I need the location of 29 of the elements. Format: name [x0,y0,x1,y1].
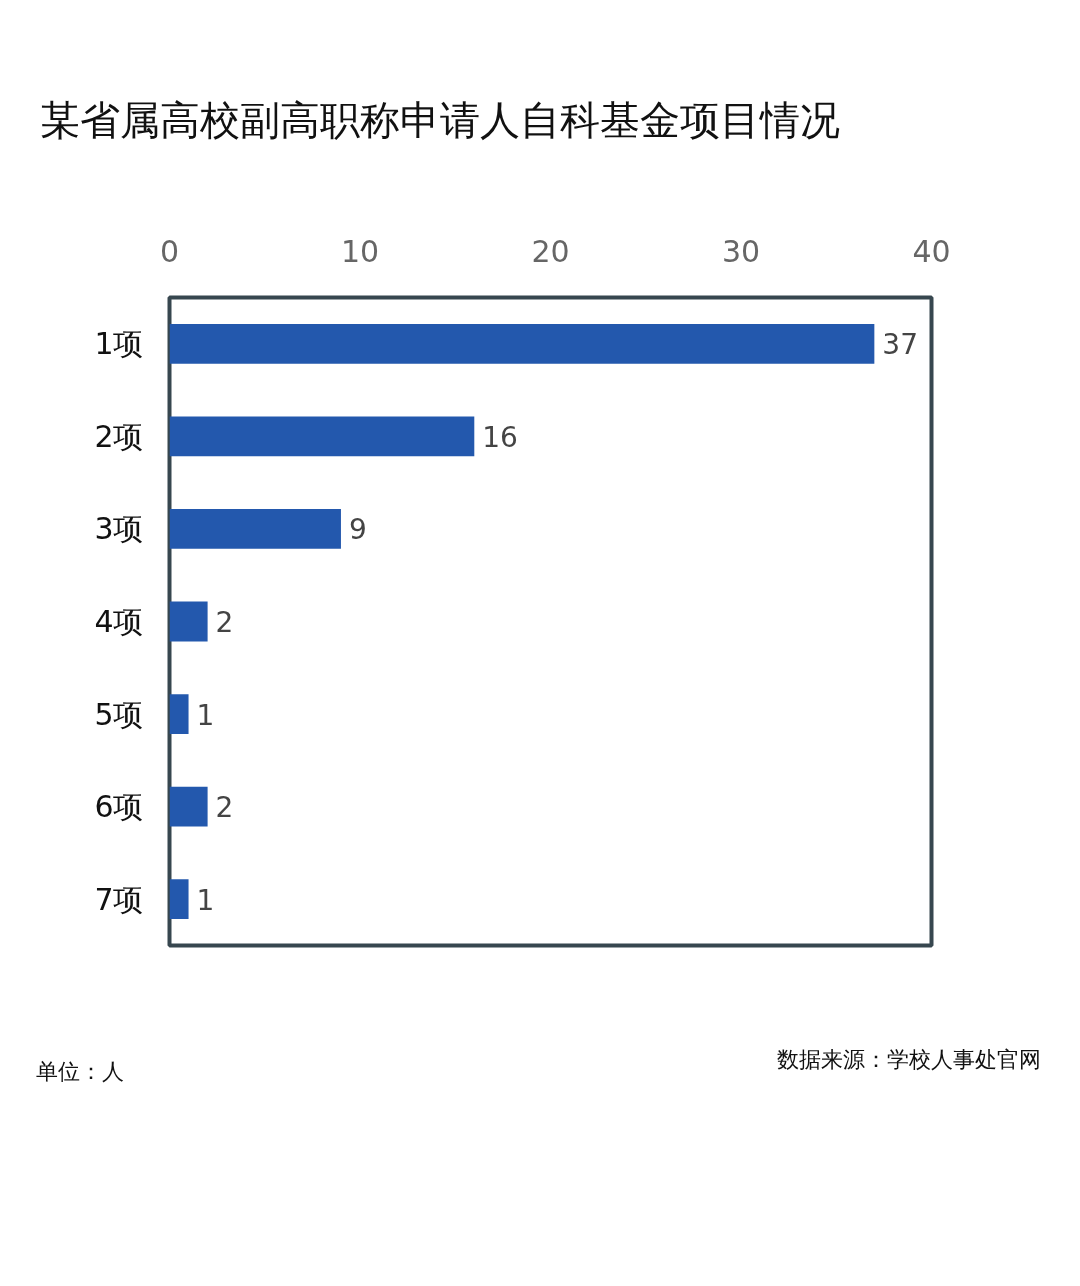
x-tick-label: 30 [721,233,761,269]
data-label: 2 [215,791,234,825]
y-tick-label: 1项 [94,326,144,362]
bar [169,879,189,920]
data-label: 1 [196,883,215,917]
x-tick-label: 10 [340,233,380,269]
bar [169,416,475,457]
bar [169,601,208,642]
x-tick-label: 0 [159,233,180,269]
x-tick-label: 40 [912,233,951,269]
data-label: 1 [196,698,215,732]
y-tick-label: 6项 [94,789,144,825]
data-label: 37 [882,328,918,362]
y-tick-label: 2项 [94,418,144,454]
bar [169,694,189,734]
y-tick-label: 3项 [94,511,144,547]
bar [169,786,208,827]
x-tick-label: 20 [531,233,570,269]
text: 单位：人 [35,1059,124,1084]
data-label: 9 [348,513,367,547]
data-label: 16 [482,420,518,454]
chart-title: 某省属高校副高职称申请人自科基金项目情况 [39,96,840,143]
data-label: 2 [215,606,234,639]
bar [169,509,341,549]
y-tick-label: 4项 [94,604,144,639]
source-note: 数据来源：学校人事处官网 [776,1047,1041,1072]
y-tick-label: 7项 [94,881,144,917]
bar [169,323,875,364]
y-tick-label: 5项 [94,696,144,732]
